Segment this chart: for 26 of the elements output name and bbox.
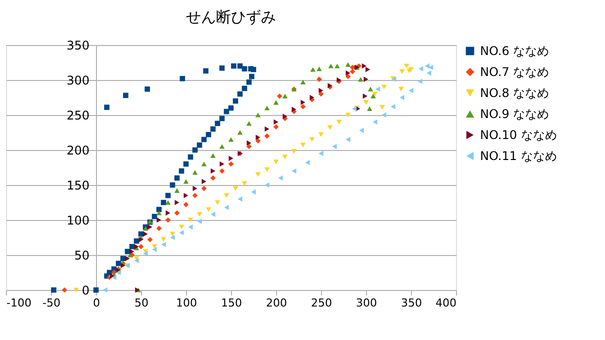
x-tick-label: -100 xyxy=(6,296,32,310)
y-tick-label: 200 xyxy=(66,144,90,158)
x-tick-label: 300 xyxy=(356,296,377,310)
chart-title: せん断ひずみ xyxy=(186,8,276,26)
legend-label: NO.6 ななめ xyxy=(480,44,550,58)
x-tick-label: 400 xyxy=(436,296,456,310)
x-tick-label: 350 xyxy=(401,296,422,310)
legend-label: NO.11 ななめ xyxy=(480,149,557,163)
x-tick-label: -50 xyxy=(42,296,60,310)
x-tick-label: 50 xyxy=(134,296,148,310)
y-tick-label: 50 xyxy=(74,248,90,262)
y-tick-label: 100 xyxy=(66,214,90,228)
x-tick-label: 100 xyxy=(176,296,197,310)
y-tick-label: 350 xyxy=(66,38,90,52)
x-tick-label: 150 xyxy=(221,296,242,310)
y-tick-label: 0 xyxy=(82,284,90,298)
legend-label: NO.9 ななめ xyxy=(480,107,550,121)
legend-label: NO.7 ななめ xyxy=(480,65,550,79)
y-tick-label: 300 xyxy=(66,74,90,88)
x-tick-label: 200 xyxy=(266,296,287,310)
legend-label: NO.8 ななめ xyxy=(480,86,550,100)
y-tick-label: 250 xyxy=(66,108,90,122)
legend-label: NO.10 ななめ xyxy=(480,128,557,142)
y-tick-label: 150 xyxy=(66,178,90,192)
x-tick-label: 0 xyxy=(93,296,100,310)
x-tick-label: 250 xyxy=(311,296,332,310)
